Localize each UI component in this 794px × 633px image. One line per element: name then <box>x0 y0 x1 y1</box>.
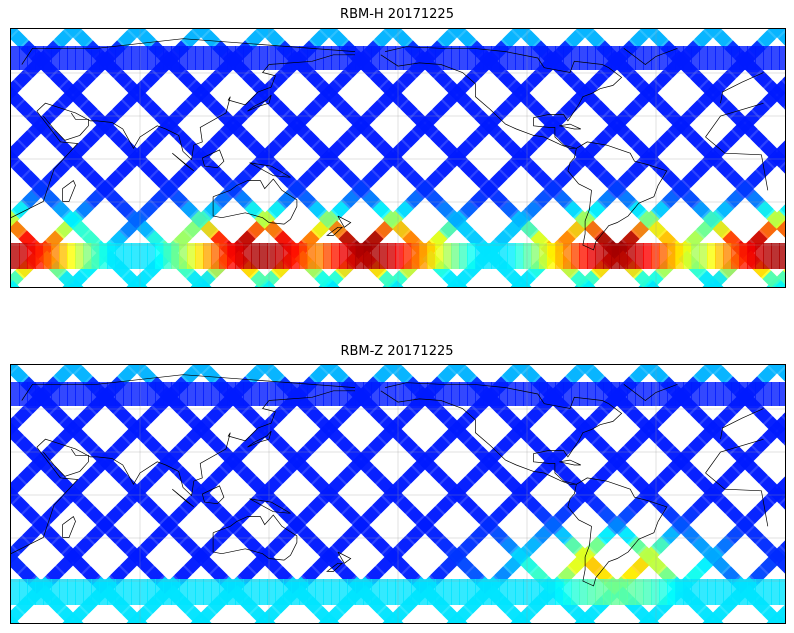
swath-tracks <box>11 365 785 623</box>
gridlines <box>11 365 785 623</box>
map-canvas-rbm-h <box>11 29 785 287</box>
map-panel-rbm-z <box>10 364 786 624</box>
coastlines <box>11 374 769 587</box>
map-panel-rbm-h <box>10 28 786 288</box>
map-canvas-rbm-z <box>11 365 785 623</box>
map-title-bottom: RBM-Z 20171225 <box>340 344 454 359</box>
map-title-top: RBM-H 20171225 <box>340 7 454 22</box>
coastlines <box>11 38 769 251</box>
gridlines <box>11 29 785 287</box>
